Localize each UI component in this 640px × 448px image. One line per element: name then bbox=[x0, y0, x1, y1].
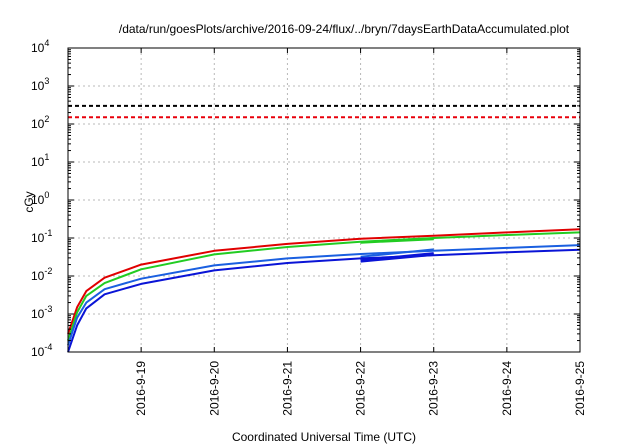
y-tick-label: 101 bbox=[31, 152, 49, 169]
x-ticks: 2016-9-19 2016-9-20 2016-9-21 2016-9-22 2016… bbox=[134, 48, 587, 416]
y-axis-label: cGy bbox=[22, 191, 36, 212]
series-lines bbox=[67, 228, 581, 353]
grid bbox=[68, 48, 580, 352]
x-tick-label: 2016-9-23 bbox=[427, 361, 441, 416]
series-line bbox=[67, 231, 581, 341]
y-tick-label: 10-4 bbox=[31, 342, 52, 359]
series-line bbox=[67, 228, 581, 335]
x-axis-label: Coordinated Universal Time (UTC) bbox=[232, 430, 416, 444]
series-line bbox=[360, 252, 434, 262]
reference-lines bbox=[68, 104, 580, 119]
y-tick-label: 102 bbox=[31, 114, 49, 131]
x-tick-label: 2016-9-19 bbox=[134, 361, 148, 416]
series-line bbox=[360, 253, 434, 263]
x-tick-label: 2016-9-24 bbox=[500, 361, 514, 416]
chart-title: /data/run/goesPlots/archive/2016-09-24/f… bbox=[119, 22, 570, 36]
series-line bbox=[360, 248, 434, 258]
series-line bbox=[67, 248, 581, 353]
x-tick-label: 2016-9-25 bbox=[573, 361, 587, 416]
x-tick-label: 2016-9-20 bbox=[207, 361, 221, 416]
y-tick-label: 103 bbox=[31, 76, 49, 93]
series-line bbox=[67, 244, 581, 346]
series-line bbox=[360, 238, 434, 244]
y-tick-label: 104 bbox=[31, 38, 49, 55]
x-tick-label: 2016-9-21 bbox=[280, 361, 294, 416]
y-tick-label: 10-3 bbox=[31, 304, 52, 321]
x-tick-label: 2016-9-22 bbox=[354, 361, 368, 416]
y-tick-label: 10-2 bbox=[31, 266, 52, 283]
y-tick-label: 10-1 bbox=[31, 228, 52, 245]
